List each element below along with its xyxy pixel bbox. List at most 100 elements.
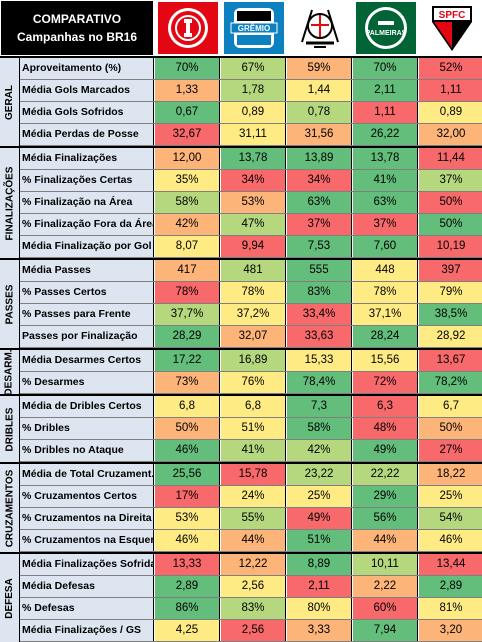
- table-row: Média Finalizações / GS 4,25 2,56 3,33 7,94 3…: [20, 620, 482, 642]
- value-cell: 24%: [221, 486, 286, 507]
- value-cell: 80%: [287, 598, 352, 619]
- section: PASSES Média Passes 417 481 555 448 397% Passe…: [0, 258, 482, 348]
- table-header: COMPARATIVO Campanhas no BR16 GRÊMIO: [0, 0, 482, 56]
- value-cell: 13,67: [419, 350, 482, 371]
- section-label: DRIBLES: [0, 396, 20, 462]
- row-label: Média Gols Sofridos: [20, 102, 154, 123]
- value-cell: 1,11: [419, 80, 482, 101]
- table-row: Média Perdas de Posse 32,67 31,11 31,56 26,2…: [20, 124, 482, 146]
- value-cell: 54%: [419, 508, 482, 529]
- value-cell: 48%: [353, 418, 418, 439]
- row-label: % Cruzamentos na Direita: [20, 508, 154, 529]
- value-cell: 28,29: [155, 326, 220, 347]
- row-label: Média Gols Marcados: [20, 80, 154, 101]
- row-label: Passes por Finalização: [20, 326, 154, 347]
- value-cell: 15,56: [353, 350, 418, 371]
- value-cell: 58%: [155, 192, 220, 213]
- table-row: Média Finalizações Sofridas 13,33 12,22 8,8…: [20, 554, 482, 576]
- value-cell: 55%: [221, 508, 286, 529]
- value-cell: 78,4%: [287, 372, 352, 393]
- table-row: Média Gols Marcados 1,33 1,78 1,44 2,11 1,11: [20, 80, 482, 102]
- row-label: Aproveitamento (%): [20, 58, 154, 79]
- value-cell: 10,19: [419, 236, 482, 257]
- value-cell: 70%: [353, 58, 418, 79]
- section-label-text: DEFESA: [4, 577, 15, 619]
- value-cell: 51%: [287, 530, 352, 551]
- value-cell: 56%: [353, 508, 418, 529]
- table-row: % Desarmes 73% 76% 78,4% 72% 78,2%: [20, 372, 482, 394]
- value-cell: 46%: [155, 530, 220, 551]
- value-cell: 49%: [353, 440, 418, 461]
- table-row: % Finalizações Certas 35% 34% 34% 41% 37%: [20, 170, 482, 192]
- section: DRIBLES Média de Dribles Certos 6,8 6,8 7,3 6…: [0, 394, 482, 462]
- value-cell: 1,78: [221, 80, 286, 101]
- value-cell: 70%: [155, 58, 220, 79]
- value-cell: 13,78: [353, 148, 418, 169]
- value-cell: 37%: [419, 170, 482, 191]
- value-cell: 53%: [155, 508, 220, 529]
- value-cell: 2,11: [287, 576, 352, 597]
- value-cell: 27%: [419, 440, 482, 461]
- value-cell: 58%: [287, 418, 352, 439]
- section-label: PASSES: [0, 260, 20, 348]
- section-label-text: GERAL: [4, 84, 15, 120]
- value-cell: 10,11: [353, 554, 418, 575]
- section-label-text: CRUZAMENTOS: [4, 469, 15, 547]
- row-label: % Defesas: [20, 598, 154, 619]
- table-row: Passes por Finalização 28,29 32,07 33,63 28,…: [20, 326, 482, 348]
- value-cell: 63%: [287, 192, 352, 213]
- value-cell: 0,78: [287, 102, 352, 123]
- value-cell: 33,63: [287, 326, 352, 347]
- value-cell: 78%: [353, 282, 418, 303]
- value-cell: 7,94: [353, 620, 418, 641]
- table-row: Média de Dribles Certos 6,8 6,8 7,3 6,3 6,7: [20, 396, 482, 418]
- value-cell: 11,44: [419, 148, 482, 169]
- value-cell: 31,56: [287, 124, 352, 145]
- value-cell: 7,60: [353, 236, 418, 257]
- value-cell: 13,33: [155, 554, 220, 575]
- section: DEFESA Média Finalizações Sofridas 13,33 12…: [0, 552, 482, 642]
- row-label: % Passes para Frente: [20, 304, 154, 325]
- value-cell: 6,7: [419, 396, 482, 417]
- value-cell: 3,33: [287, 620, 352, 641]
- table-row: % Cruzamentos Certos 17% 24% 25% 29% 25%: [20, 486, 482, 508]
- value-cell: 13,89: [287, 148, 352, 169]
- section: CRUZAMENTOS Média de Total Cruzament. 25,5…: [0, 462, 482, 552]
- value-cell: 4,25: [155, 620, 220, 641]
- row-label: Média Perdas de Posse: [20, 124, 154, 145]
- value-cell: 42%: [155, 214, 220, 235]
- value-cell: 44%: [221, 530, 286, 551]
- value-cell: 46%: [419, 530, 482, 551]
- table-row: % Finalização na Área 58% 53% 63% 63% 50%: [20, 192, 482, 214]
- value-cell: 50%: [419, 214, 482, 235]
- subtitle: Campanhas no BR16: [16, 30, 138, 44]
- value-cell: 13,78: [221, 148, 286, 169]
- section-label: FINALIZAÇÕES: [0, 148, 20, 258]
- section-label-text: PASSES: [4, 284, 15, 324]
- title-box: COMPARATIVO Campanhas no BR16: [1, 1, 153, 55]
- value-cell: 8,07: [155, 236, 220, 257]
- value-cell: 16,89: [221, 350, 286, 371]
- value-cell: 78,2%: [419, 372, 482, 393]
- table-row: Média Defesas 2,89 2,56 2,11 2,22 2,89: [20, 576, 482, 598]
- value-cell: 2,89: [155, 576, 220, 597]
- value-cell: 37%: [287, 214, 352, 235]
- table-row: Média Gols Sofridos 0,67 0,89 0,78 1,11 0,89: [20, 102, 482, 124]
- value-cell: 25,56: [155, 464, 220, 485]
- value-cell: 46%: [155, 440, 220, 461]
- value-cell: 78%: [221, 282, 286, 303]
- row-label: % Dribles no Ataque: [20, 440, 154, 461]
- value-cell: 1,11: [353, 102, 418, 123]
- svg-text:SPFC: SPFC: [439, 10, 466, 21]
- value-cell: 32,07: [221, 326, 286, 347]
- value-cell: 18,22: [419, 464, 482, 485]
- saopaulo-crest-icon: SPFC: [420, 1, 482, 55]
- table-row: % Dribles 50% 51% 58% 48% 50%: [20, 418, 482, 440]
- value-cell: 47%: [221, 214, 286, 235]
- value-cell: 41%: [221, 440, 286, 461]
- section: FINALIZAÇÕES Média Finalizações 12,00 13,78…: [0, 146, 482, 258]
- value-cell: 7,53: [287, 236, 352, 257]
- table-row: % Defesas 86% 83% 80% 60% 81%: [20, 598, 482, 620]
- value-cell: 38,5%: [419, 304, 482, 325]
- value-cell: 32,00: [419, 124, 482, 145]
